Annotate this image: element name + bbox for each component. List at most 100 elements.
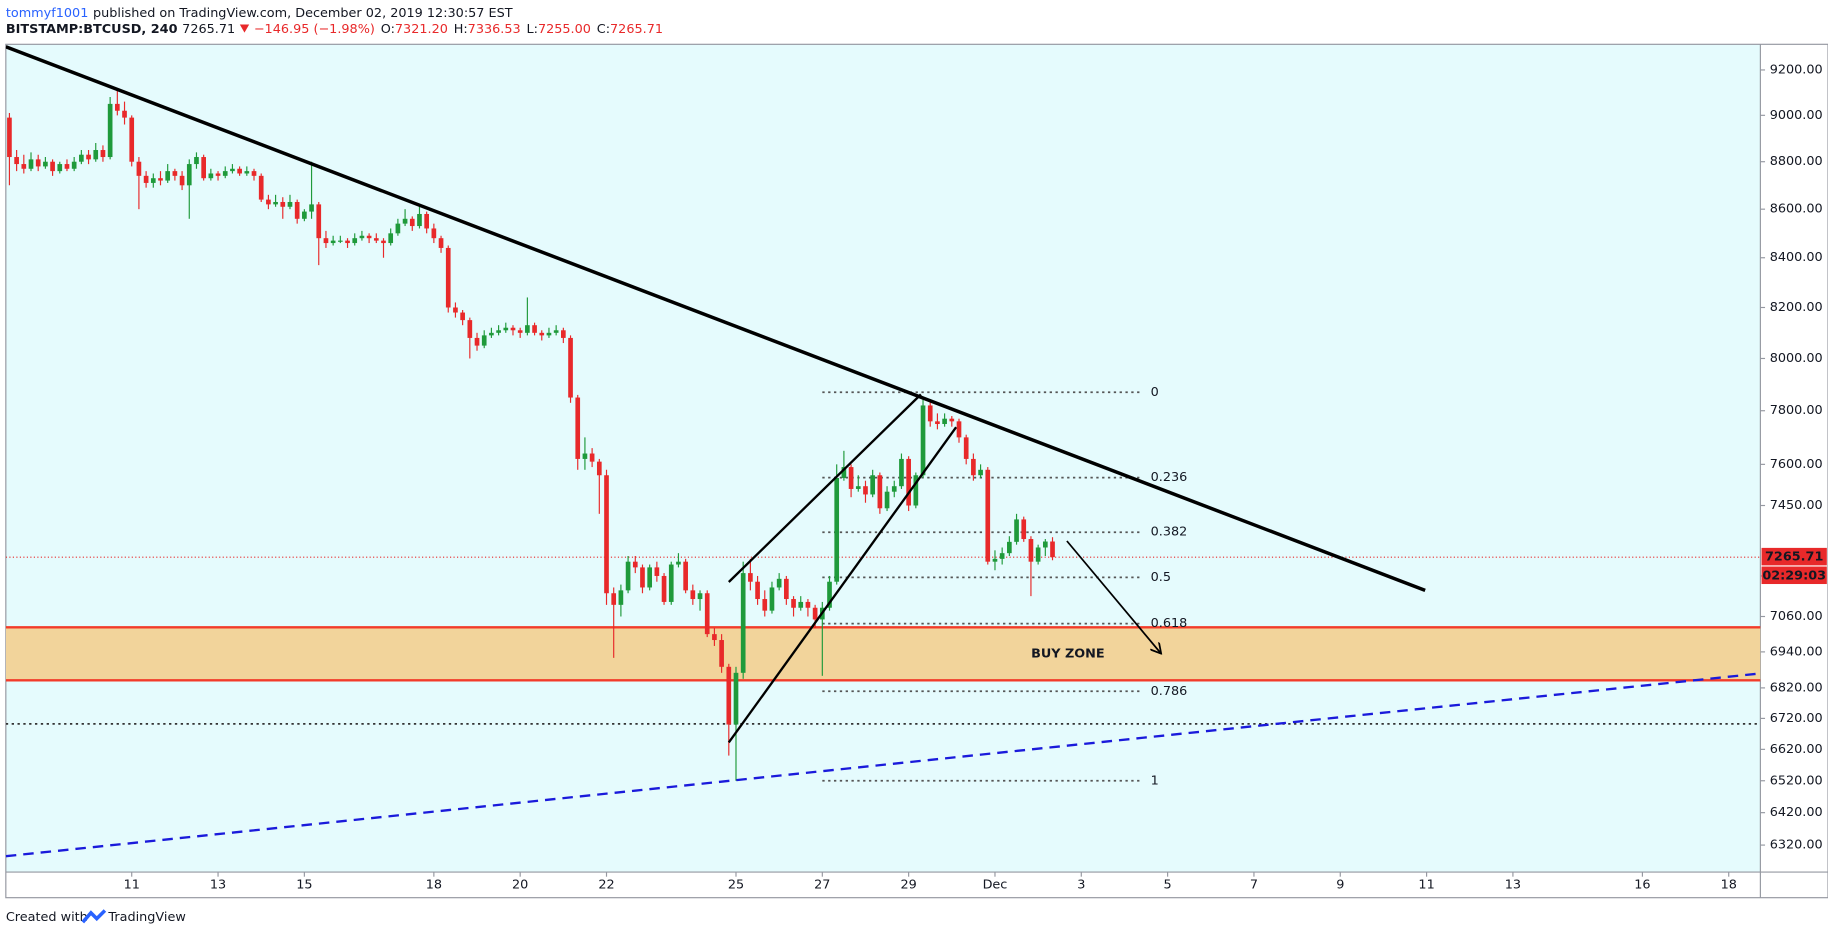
candle-body bbox=[136, 161, 142, 176]
candle-body bbox=[266, 199, 271, 205]
fib-label: 0.236 bbox=[1151, 470, 1188, 485]
candle-body bbox=[417, 213, 422, 227]
y-tick-label: 9000.00 bbox=[1770, 108, 1823, 123]
candle-body bbox=[215, 173, 221, 176]
close-label: C: bbox=[597, 22, 610, 37]
candle-body bbox=[647, 567, 653, 588]
candle-body bbox=[222, 171, 228, 176]
x-tick-label: 11 bbox=[124, 877, 140, 892]
high: 7336.53 bbox=[468, 22, 521, 37]
plot: BUY ZONE 0 0.236 0.382 0.5 0.618 0.786 1 bbox=[5, 45, 1761, 858]
fib-label: 0.618 bbox=[1151, 616, 1188, 631]
candle-body bbox=[748, 573, 753, 582]
footer-brand[interactable]: TradingView bbox=[107, 910, 185, 925]
candle-body bbox=[474, 337, 480, 346]
candle-body bbox=[79, 154, 84, 162]
y-tick-label: 6620.00 bbox=[1770, 742, 1823, 757]
x-tick-label: Dec bbox=[983, 877, 1008, 892]
candle-body bbox=[841, 467, 847, 478]
buy-zone bbox=[5, 627, 1761, 681]
candle-body bbox=[704, 593, 710, 635]
candle-body bbox=[697, 593, 703, 600]
candle-body bbox=[740, 573, 746, 673]
candle-body bbox=[503, 327, 509, 331]
candle-body bbox=[186, 164, 192, 186]
y-tick-label: 7450.00 bbox=[1770, 498, 1823, 513]
candle-body bbox=[201, 157, 206, 179]
candle-body bbox=[855, 486, 861, 489]
trend-line bbox=[727, 426, 958, 744]
high-label: H: bbox=[454, 22, 468, 37]
candle-body bbox=[366, 235, 372, 239]
candle-body bbox=[258, 175, 264, 200]
candle-body bbox=[956, 421, 962, 438]
candle-body bbox=[35, 159, 41, 167]
low-label: L: bbox=[526, 22, 537, 37]
candle-body bbox=[784, 578, 789, 600]
logo bbox=[81, 909, 107, 924]
candle-body bbox=[165, 171, 171, 181]
candle-body bbox=[309, 204, 314, 212]
candle-body bbox=[769, 587, 775, 611]
author[interactable]: tommyf1001 bbox=[6, 5, 89, 20]
candle-body bbox=[596, 461, 602, 476]
candle-body bbox=[798, 601, 804, 608]
trend-line bbox=[727, 393, 922, 583]
candle-body bbox=[1042, 541, 1048, 548]
candle-body bbox=[294, 201, 300, 219]
x-tick-label: 13 bbox=[1505, 877, 1521, 892]
candle-body bbox=[453, 307, 458, 313]
candle-body bbox=[323, 238, 329, 244]
candle-body bbox=[661, 575, 667, 602]
y-tick-label: 6520.00 bbox=[1770, 773, 1823, 788]
candle-body bbox=[532, 325, 537, 333]
fib-label: 0.5 bbox=[1151, 570, 1171, 585]
candle-body bbox=[402, 218, 408, 224]
y-tick-label: 7800.00 bbox=[1770, 403, 1823, 418]
candle-body bbox=[913, 475, 919, 506]
candle-body bbox=[690, 590, 696, 600]
x-tick-label: 29 bbox=[900, 877, 916, 892]
candle-body bbox=[654, 567, 660, 576]
open-label: O: bbox=[381, 22, 395, 37]
candle-body bbox=[1035, 547, 1041, 562]
candle-body bbox=[158, 178, 163, 181]
candle-body bbox=[546, 332, 552, 336]
candle-body bbox=[755, 581, 760, 600]
candle-body bbox=[280, 201, 286, 207]
candle-body bbox=[834, 477, 840, 582]
candle-body bbox=[683, 561, 688, 591]
candle-body bbox=[553, 330, 559, 333]
candle-body bbox=[179, 175, 185, 186]
candle-body bbox=[604, 475, 609, 594]
candle-body bbox=[539, 332, 545, 336]
change: −146.95 (−1.98%) bbox=[254, 22, 375, 37]
y-tick-label: 8200.00 bbox=[1770, 300, 1823, 315]
candle-body bbox=[632, 561, 638, 568]
candle-body bbox=[935, 421, 940, 425]
candle-body bbox=[424, 213, 430, 229]
candle-body bbox=[64, 164, 70, 169]
candle-body bbox=[589, 453, 595, 462]
symbol-line: BITSTAMP:BTCUSD, 240 7265.71 −146.95 (−1.9… bbox=[6, 22, 663, 37]
y-tick-label: 9200.00 bbox=[1770, 62, 1823, 77]
candle-body bbox=[1050, 541, 1055, 558]
candle-body bbox=[50, 161, 55, 172]
candle-body bbox=[481, 335, 487, 346]
candle-body bbox=[517, 330, 523, 333]
candle-body bbox=[316, 204, 322, 239]
candle-body bbox=[1021, 519, 1027, 540]
x-tick-label: 22 bbox=[598, 877, 614, 892]
candle-body bbox=[884, 491, 890, 509]
buy-zone-label: BUY ZONE bbox=[1031, 646, 1105, 661]
candle-body bbox=[57, 164, 63, 172]
frame bbox=[5, 43, 1828, 899]
candle-body bbox=[237, 168, 242, 174]
candle-body bbox=[107, 103, 113, 158]
candle-body bbox=[791, 599, 796, 608]
candle-body bbox=[1014, 519, 1019, 542]
candle-body bbox=[395, 223, 401, 234]
candle-body bbox=[618, 590, 624, 605]
open: 7321.20 bbox=[395, 22, 448, 37]
candle-body bbox=[489, 332, 494, 336]
